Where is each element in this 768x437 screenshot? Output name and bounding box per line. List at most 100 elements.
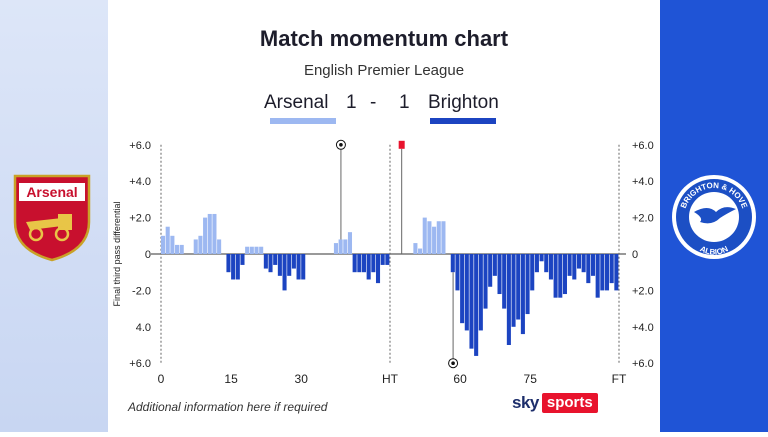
home-bar <box>432 226 437 254</box>
away-bar <box>511 254 516 327</box>
away-bar <box>380 254 385 265</box>
away-bar <box>506 254 511 345</box>
away-badge-svg: BRIGHTON & HOVE ALBION <box>672 175 756 259</box>
home-bar <box>179 244 184 254</box>
y-tick-right: +2.0 <box>632 285 654 297</box>
away-bar <box>240 254 245 265</box>
home-bar <box>413 243 418 254</box>
away-bar <box>590 254 596 276</box>
ball-patch <box>339 143 343 147</box>
away-bar <box>450 254 455 273</box>
ball-outline <box>335 139 346 150</box>
away-badge-text-bottom: ALBION <box>698 244 729 257</box>
away-team-panel: BRIGHTON & HOVE ALBION <box>660 0 768 432</box>
away-bar <box>287 254 292 276</box>
home-bar <box>165 226 170 254</box>
away-bar <box>525 254 530 315</box>
away-bar <box>231 254 236 280</box>
away-team-name: Brighton <box>428 92 499 113</box>
x-tick: 15 <box>224 372 238 386</box>
x-tick: FT <box>612 372 627 386</box>
home-bar <box>217 239 222 254</box>
y-tick-right: +4.0 <box>632 322 654 334</box>
away-bar <box>604 254 610 291</box>
arsenal-crest-icon: Arsenal <box>13 174 91 262</box>
home-bar <box>203 217 208 254</box>
away-bar <box>268 254 273 273</box>
away-bar <box>497 254 502 295</box>
ball-patch <box>451 361 455 365</box>
away-bar <box>375 254 381 284</box>
away-bar <box>371 254 376 273</box>
home-team-name: Arsenal <box>264 92 329 113</box>
y-tick-left: +6.0 <box>129 358 151 370</box>
chart-title: Match momentum chart <box>259 26 509 51</box>
home-bar <box>212 213 217 254</box>
away-bar <box>357 254 362 273</box>
home-bar <box>333 243 338 254</box>
home-bar <box>422 217 427 254</box>
away-bar <box>455 254 460 291</box>
home-bar <box>170 235 175 254</box>
away-score: 1 <box>399 92 410 113</box>
y-tick-right: +6.0 <box>632 140 654 152</box>
score-separator: - <box>370 92 377 113</box>
red-card-icon <box>398 140 405 149</box>
home-bar <box>198 235 203 254</box>
home-bar <box>347 232 353 254</box>
away-bar <box>478 254 483 331</box>
x-tick: 30 <box>295 372 309 386</box>
y-tick-left: -2.0 <box>132 285 151 297</box>
away-bar <box>576 254 582 269</box>
away-bar <box>282 254 287 291</box>
away-bar <box>553 254 558 298</box>
away-bar <box>600 254 605 291</box>
away-bar <box>366 254 371 280</box>
home-badge-name: Arsenal <box>26 184 77 200</box>
y-tick-left: +6.0 <box>129 140 151 152</box>
away-color-bar <box>430 118 496 124</box>
away-bar <box>277 254 282 276</box>
home-bar <box>259 246 264 254</box>
away-bar <box>502 254 507 309</box>
home-bar <box>193 239 198 254</box>
away-bar <box>520 254 525 335</box>
home-bar <box>254 246 259 254</box>
away-bar <box>595 254 600 298</box>
away-bar <box>572 254 577 280</box>
away-bar <box>361 254 367 273</box>
x-tick: 75 <box>524 372 538 386</box>
away-bar <box>273 254 278 265</box>
y-tick-left: +2.0 <box>129 213 151 225</box>
football-icon <box>448 358 459 369</box>
y-tick-right: 0 <box>632 249 638 261</box>
away-bar <box>558 254 563 298</box>
away-bar <box>562 254 567 295</box>
footer-note: Additional information here if required <box>128 400 328 414</box>
away-bar <box>614 254 619 291</box>
away-bar <box>539 254 544 262</box>
y-tick-left: 0 <box>145 249 151 261</box>
home-bar <box>175 244 180 254</box>
home-color-bar <box>270 118 336 124</box>
away-bar <box>516 254 521 320</box>
away-bar <box>469 254 474 349</box>
y-tick-right: +2.0 <box>632 213 654 225</box>
away-bar <box>492 254 497 276</box>
away-bar <box>483 254 488 309</box>
away-bar <box>296 254 301 280</box>
away-bar <box>352 254 357 273</box>
away-bar <box>301 254 306 280</box>
y-tick-left: +4.0 <box>129 176 151 188</box>
away-bar <box>530 254 535 291</box>
y-tick-right: +6.0 <box>632 358 654 370</box>
y-axis-label: Final third pass differential <box>112 202 122 307</box>
home-bar <box>441 221 446 254</box>
y-tick-right: +4.0 <box>632 176 654 188</box>
away-bar <box>474 254 479 356</box>
brand-sports: sports <box>541 393 598 413</box>
home-badge-svg: Arsenal <box>13 174 91 262</box>
x-tick: HT <box>382 372 399 386</box>
x-tick: 0 <box>158 372 165 386</box>
away-bar <box>263 254 268 269</box>
